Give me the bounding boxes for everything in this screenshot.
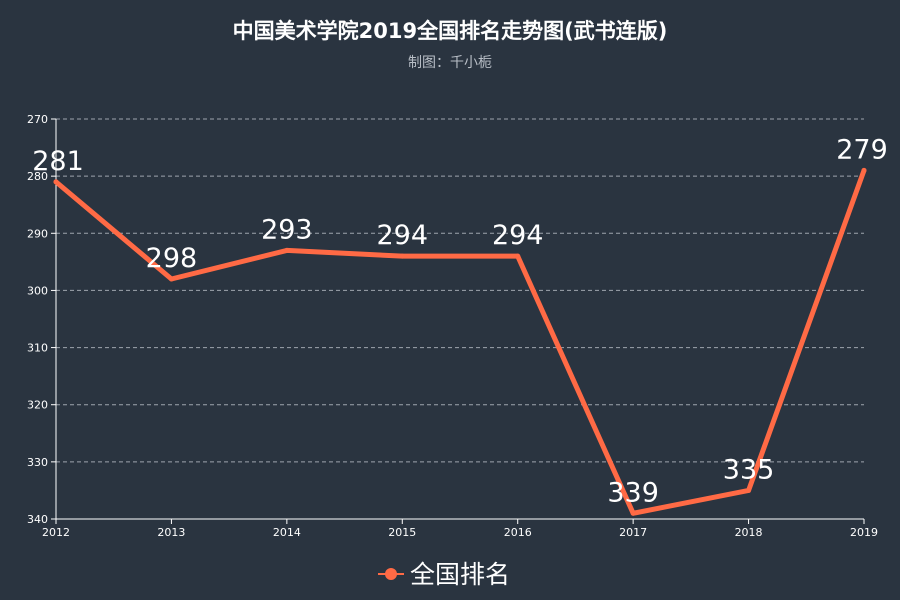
- data-point: [630, 510, 636, 516]
- grid-lines: [56, 118, 864, 463]
- y-tick-label: 330: [27, 456, 48, 469]
- y-tick-label: 340: [27, 513, 48, 526]
- legend[interactable]: 全国排名: [378, 560, 510, 589]
- y-tick-label: 290: [27, 227, 48, 240]
- data-labels: 281 298 293 294 294 339 335 279: [32, 134, 888, 508]
- x-tick-label: 2018: [735, 526, 763, 539]
- data-label: 335: [723, 454, 775, 485]
- y-tick-label: 310: [27, 342, 48, 355]
- x-tick-label: 2015: [388, 526, 416, 539]
- y-axis-ticks: 270 280 290 300 310 320 330 340: [27, 113, 56, 526]
- data-label: 294: [377, 220, 429, 251]
- x-tick-label: 2016: [504, 526, 532, 539]
- data-point: [168, 276, 174, 282]
- data-label: 339: [607, 477, 659, 508]
- y-tick-label: 270: [27, 113, 48, 126]
- data-label: 293: [261, 214, 313, 245]
- x-axis-ticks: 2012 2013 2014 2015 2016 2017 2018 2019: [42, 519, 878, 539]
- y-tick-label: 300: [27, 284, 48, 297]
- legend-label: 全国排名: [410, 560, 510, 589]
- data-label: 279: [836, 134, 888, 165]
- data-point: [284, 247, 290, 253]
- data-point: [861, 167, 867, 173]
- data-label: 281: [32, 146, 84, 177]
- legend-marker-icon: [385, 568, 397, 580]
- series-line-全国排名: [53, 167, 867, 516]
- x-tick-label: 2014: [273, 526, 301, 539]
- data-point: [746, 487, 752, 493]
- x-tick-label: 2017: [619, 526, 647, 539]
- axes: [55, 119, 864, 520]
- series-layer: [53, 167, 867, 516]
- x-tick-label: 2019: [850, 526, 878, 539]
- data-point: [515, 253, 521, 259]
- data-label: 298: [146, 243, 198, 274]
- chart-subtitle: 制图：千小栀: [408, 55, 492, 71]
- y-tick-label: 320: [27, 399, 48, 412]
- data-point: [399, 253, 405, 259]
- x-tick-label: 2012: [42, 526, 70, 539]
- data-point: [53, 179, 59, 185]
- chart-title: 中国美术学院2019全国排名走势图(武书连版): [233, 19, 668, 43]
- data-label: 294: [492, 220, 544, 251]
- x-tick-label: 2013: [157, 526, 185, 539]
- y-tick-label: 280: [27, 170, 48, 183]
